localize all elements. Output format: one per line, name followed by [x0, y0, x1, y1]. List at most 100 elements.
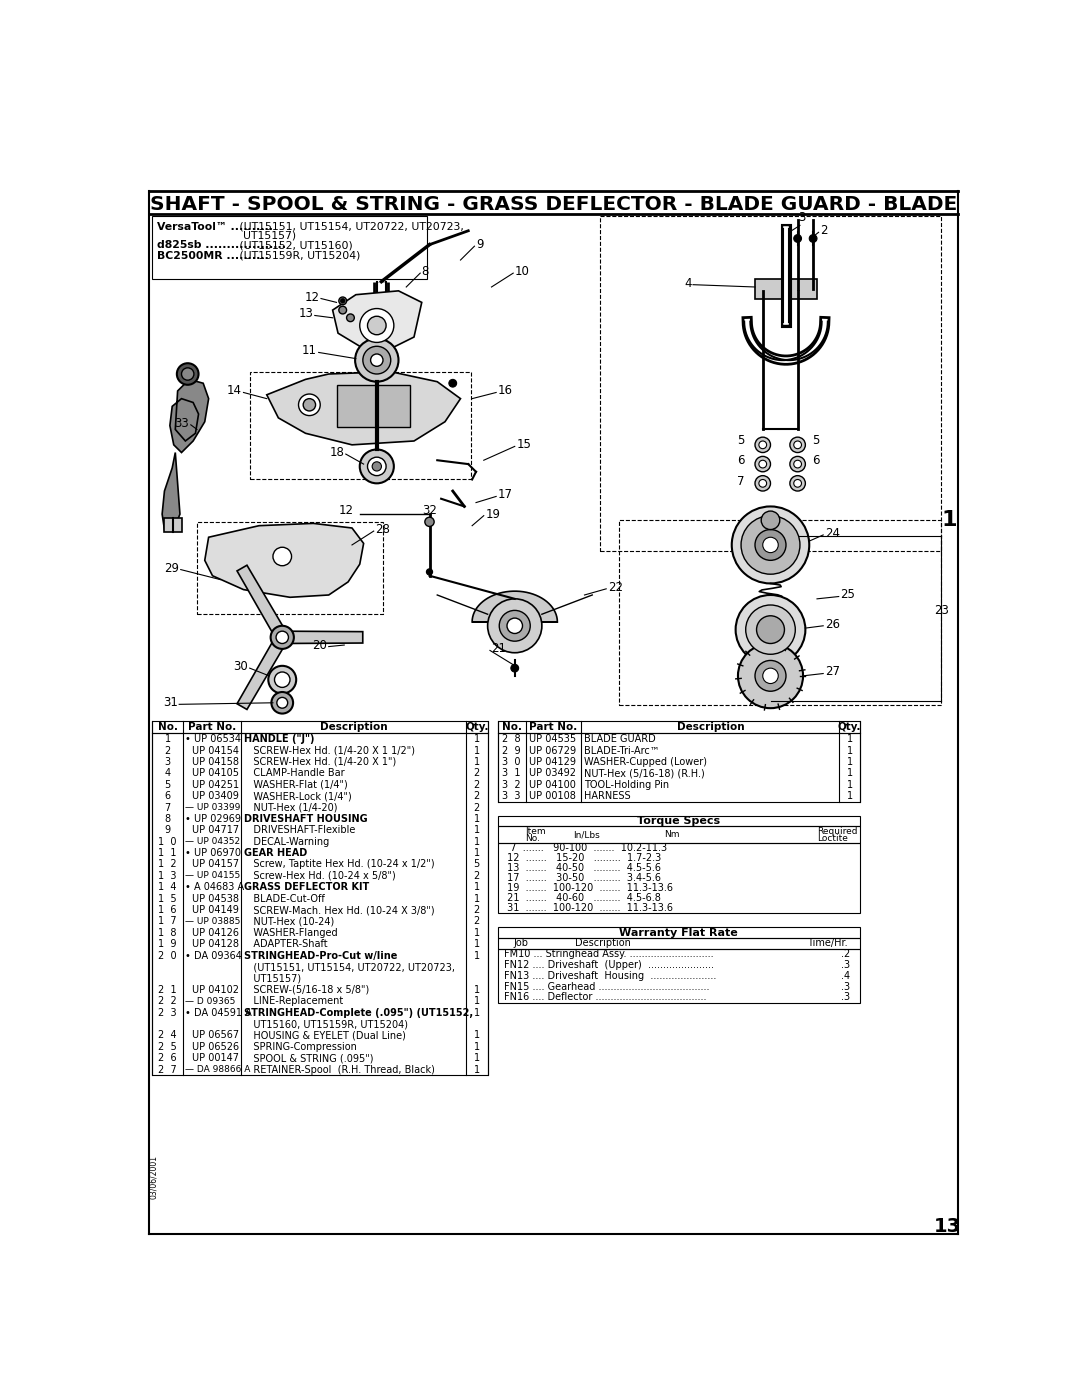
Text: 2  2: 2 2 [158, 996, 177, 1006]
Text: 1: 1 [847, 791, 852, 800]
Text: 2: 2 [474, 802, 480, 813]
Text: SCREW-Mach. Hex Hd. (10-24 X 3/8"): SCREW-Mach. Hex Hd. (10-24 X 3/8") [243, 905, 434, 915]
Text: 7: 7 [164, 802, 171, 813]
Circle shape [789, 457, 806, 472]
Text: 14: 14 [227, 384, 242, 397]
Text: 12: 12 [305, 291, 320, 303]
Bar [498, 939, 860, 949]
Text: • UP 06970: • UP 06970 [186, 848, 241, 858]
Text: BC2500MR ..........: BC2500MR .......... [157, 251, 269, 261]
Text: UP 04126: UP 04126 [191, 928, 239, 937]
Bar [755, 279, 816, 299]
Text: 1: 1 [474, 848, 480, 858]
Text: 3: 3 [164, 757, 171, 767]
Circle shape [339, 306, 347, 314]
Text: 15: 15 [516, 439, 531, 451]
Text: 1: 1 [474, 757, 480, 767]
Circle shape [360, 450, 394, 483]
Text: 1: 1 [847, 735, 852, 745]
Text: 1: 1 [474, 1007, 480, 1017]
Text: FN16 .... Deflector .....................................: FN16 .... Deflector ....................… [504, 992, 706, 1003]
Text: 4: 4 [684, 277, 691, 289]
Circle shape [298, 394, 321, 415]
Circle shape [732, 507, 809, 584]
Text: UP 04128: UP 04128 [191, 939, 239, 950]
Text: 3  2: 3 2 [502, 780, 521, 789]
Text: NUT-Hex (5/16-18) (R.H.): NUT-Hex (5/16-18) (R.H.) [583, 768, 704, 778]
Text: 31: 31 [163, 696, 177, 710]
Text: 2  1: 2 1 [159, 985, 177, 995]
Bar [498, 733, 860, 802]
Text: • UP 06534: • UP 06534 [186, 735, 241, 745]
Text: 28: 28 [375, 522, 390, 536]
Circle shape [276, 697, 287, 708]
Text: 10: 10 [515, 265, 529, 278]
Text: HOUSING & EYELET (Dual Line): HOUSING & EYELET (Dual Line) [243, 1031, 405, 1041]
Circle shape [488, 599, 542, 652]
Polygon shape [205, 524, 364, 598]
Text: 5: 5 [812, 434, 820, 447]
Text: 6: 6 [812, 454, 820, 467]
Text: Warranty Flat Rate: Warranty Flat Rate [619, 928, 738, 937]
Text: 19: 19 [485, 507, 500, 521]
Text: 2  5: 2 5 [158, 1042, 177, 1052]
Text: BLADE GUARD: BLADE GUARD [583, 735, 656, 745]
Text: Time/Hr.: Time/Hr. [808, 939, 848, 949]
Text: 1: 1 [474, 814, 480, 824]
Text: 2: 2 [474, 916, 480, 926]
Circle shape [340, 299, 345, 303]
Text: UP 04535: UP 04535 [529, 735, 577, 745]
Circle shape [424, 517, 434, 527]
Bar [337, 384, 410, 427]
Text: 16: 16 [498, 384, 513, 397]
Text: UP 04717: UP 04717 [191, 826, 239, 835]
Text: UP 03409: UP 03409 [191, 791, 239, 800]
Text: 1  3: 1 3 [159, 870, 177, 882]
Text: 2: 2 [820, 225, 827, 237]
Text: 2  4: 2 4 [159, 1031, 177, 1041]
Text: 3  3: 3 3 [502, 791, 521, 800]
Circle shape [370, 353, 383, 366]
Text: Qty.: Qty. [465, 722, 488, 732]
Text: GEAR HEAD: GEAR HEAD [243, 848, 307, 858]
Circle shape [276, 631, 288, 644]
Text: 1: 1 [847, 757, 852, 767]
Text: NUT-Hex (1/4-20): NUT-Hex (1/4-20) [243, 802, 337, 813]
Text: 1: 1 [474, 894, 480, 904]
Polygon shape [282, 631, 363, 644]
Text: 5: 5 [737, 434, 744, 447]
Text: 6: 6 [737, 454, 744, 467]
Text: 1: 1 [164, 735, 171, 745]
Text: UP 04149: UP 04149 [191, 905, 239, 915]
Circle shape [759, 460, 767, 468]
Text: 2: 2 [474, 768, 480, 778]
Text: 03/06/2001: 03/06/2001 [149, 1155, 158, 1200]
Text: 1: 1 [847, 768, 852, 778]
Circle shape [181, 367, 194, 380]
Text: 12  .......   15-20   .........  1.7-2.3: 12 ....... 15-20 ......... 1.7-2.3 [504, 854, 661, 863]
Text: 18: 18 [329, 446, 345, 460]
Circle shape [511, 665, 518, 672]
Circle shape [738, 644, 804, 708]
Circle shape [759, 441, 767, 448]
Text: 1: 1 [474, 1053, 480, 1063]
Text: Description: Description [576, 939, 631, 949]
Text: 9: 9 [164, 826, 171, 835]
Circle shape [794, 235, 801, 242]
Text: 3  0: 3 0 [502, 757, 521, 767]
Text: SCREW-Hex Hd. (1/4-20 X 1 1/2"): SCREW-Hex Hd. (1/4-20 X 1 1/2") [243, 746, 415, 756]
Text: (UT15159R, UT15204): (UT15159R, UT15204) [235, 251, 360, 261]
Text: DECAL-Warning: DECAL-Warning [243, 837, 328, 847]
Text: 8: 8 [164, 814, 171, 824]
Text: 1: 1 [474, 996, 480, 1006]
Text: SCREW-(5/16-18 x 5/8"): SCREW-(5/16-18 x 5/8") [243, 985, 368, 995]
Text: WASHER-Flat (1/4"): WASHER-Flat (1/4") [243, 780, 348, 789]
Text: Screw-Hex Hd. (10-24 x 5/8"): Screw-Hex Hd. (10-24 x 5/8") [243, 870, 395, 882]
Text: UP 06567: UP 06567 [191, 1031, 239, 1041]
Text: 13  .......   40-50   .........  4.5-5.6: 13 ....... 40-50 ......... 4.5-5.6 [504, 863, 661, 873]
Text: WASHER-Flanged: WASHER-Flanged [243, 928, 337, 937]
Circle shape [794, 479, 801, 488]
Circle shape [745, 605, 795, 654]
Text: UP 04100: UP 04100 [529, 780, 577, 789]
Text: HARNESS: HARNESS [583, 791, 631, 800]
